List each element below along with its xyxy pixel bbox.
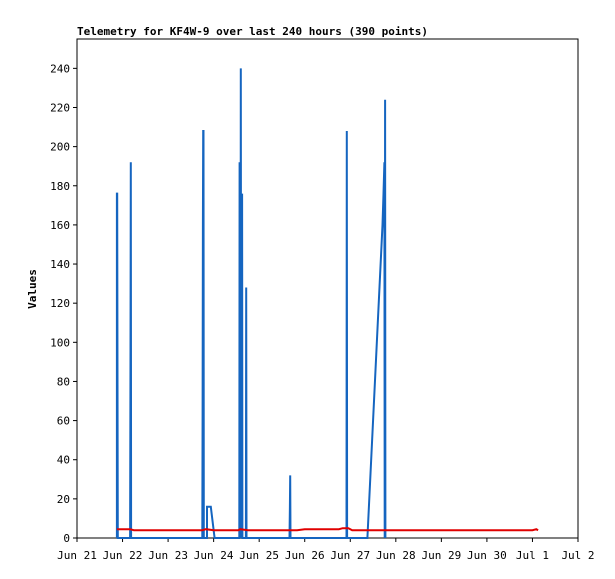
- x-tick-label: Jun 22: [103, 549, 143, 562]
- x-tick-label: Jun 30: [467, 549, 507, 562]
- x-tick-label: Jun 28: [376, 549, 416, 562]
- series-line-1: [115, 68, 387, 539]
- x-tick-label: Jul 2: [561, 549, 594, 562]
- x-tick-label: Jun 27: [330, 549, 370, 562]
- x-tick-label: Jun 24: [194, 549, 234, 562]
- y-tick-label: 220: [50, 101, 70, 114]
- series-layer: [115, 68, 539, 539]
- y-tick-label: 0: [63, 532, 70, 545]
- y-tick-label: 160: [50, 219, 70, 232]
- x-tick-label: Jun 25: [239, 549, 279, 562]
- y-tick-label: 80: [57, 375, 70, 388]
- y-tick-label: 240: [50, 62, 70, 75]
- x-tick-label: Jul 1: [516, 549, 549, 562]
- y-tick-label: 180: [50, 180, 70, 193]
- y-axis-label: Values: [26, 269, 39, 309]
- y-tick-label: 20: [57, 493, 70, 506]
- y-tick-label: 60: [57, 415, 70, 428]
- x-tick-label: Jun 21: [57, 549, 97, 562]
- y-axis: 0 20 40 60 80 100 120 140 160 180 200 220 240: [50, 62, 77, 545]
- x-tick-label: Jun 26: [285, 549, 325, 562]
- series-line-2: [116, 527, 539, 532]
- x-axis: Jun 21 Jun 22 Jun 23 Jun 24 Jun 25 Jun 26 Jun …: [57, 538, 595, 562]
- x-tick-label: Jun 29: [421, 549, 461, 562]
- x-tick-label: Jun 23: [148, 549, 188, 562]
- y-tick-label: 120: [50, 297, 70, 310]
- plot-area: [76, 38, 579, 539]
- y-tick-label: 140: [50, 258, 70, 271]
- y-tick-label: 200: [50, 141, 70, 154]
- chart-title: Telemetry for KF4W-9 over last 240 hours…: [77, 25, 428, 38]
- y-tick-label: 100: [50, 336, 70, 349]
- y-tick-label: 40: [57, 454, 70, 467]
